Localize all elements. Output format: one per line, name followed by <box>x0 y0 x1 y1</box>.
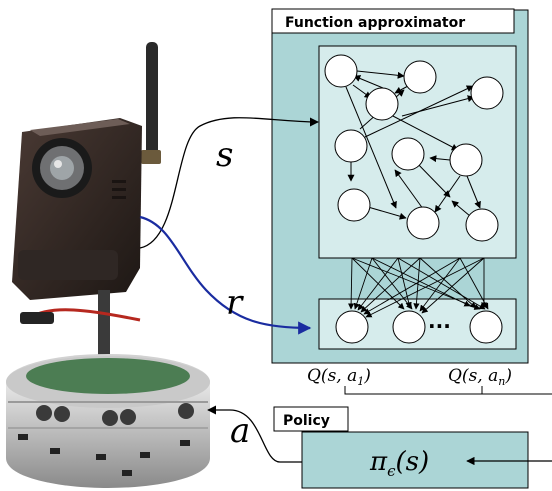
function-approximator-panel: Function approximator <box>271 8 529 364</box>
hidden-nodes <box>324 54 504 242</box>
output-nodes <box>335 310 503 344</box>
output-ellipsis: ··· <box>428 314 451 338</box>
output-node-a2 <box>392 310 426 344</box>
q-values-bracket <box>344 386 552 395</box>
hidden-node <box>337 188 371 222</box>
antenna-icon <box>141 42 161 164</box>
robot-illustration <box>6 42 210 488</box>
hidden-node <box>465 208 499 242</box>
hidden-node <box>324 54 358 88</box>
policy-panel: Policy πϵ(s) <box>273 406 529 489</box>
function-approximator-title: Function approximator <box>285 15 465 31</box>
policy-title: Policy <box>283 413 330 429</box>
q-value-last-label: Q(s, an) <box>448 366 512 388</box>
output-node-an <box>469 310 503 344</box>
q-value-first-label: Q(s, a1) <box>307 366 371 388</box>
mobile-robot-base-icon <box>6 354 210 488</box>
hidden-node <box>449 143 483 177</box>
reward-label: r <box>226 283 244 323</box>
output-node-a1 <box>335 310 369 344</box>
hidden-node <box>403 60 437 94</box>
camera-icon <box>12 118 142 300</box>
state-label: s <box>216 135 233 175</box>
policy-expression: πϵ(s) <box>369 447 429 480</box>
action-label: a <box>230 411 250 451</box>
hidden-node <box>334 129 368 163</box>
hidden-node <box>470 76 504 110</box>
hidden-node <box>406 206 440 240</box>
reward-arrow <box>139 215 312 335</box>
hidden-node <box>365 87 399 121</box>
function-approximator-title-box <box>271 8 515 34</box>
dense-connections <box>347 257 489 318</box>
action-arrow <box>207 405 302 463</box>
hidden-node <box>391 137 425 171</box>
state-arrow <box>139 117 319 249</box>
policy-title-box <box>273 406 349 432</box>
